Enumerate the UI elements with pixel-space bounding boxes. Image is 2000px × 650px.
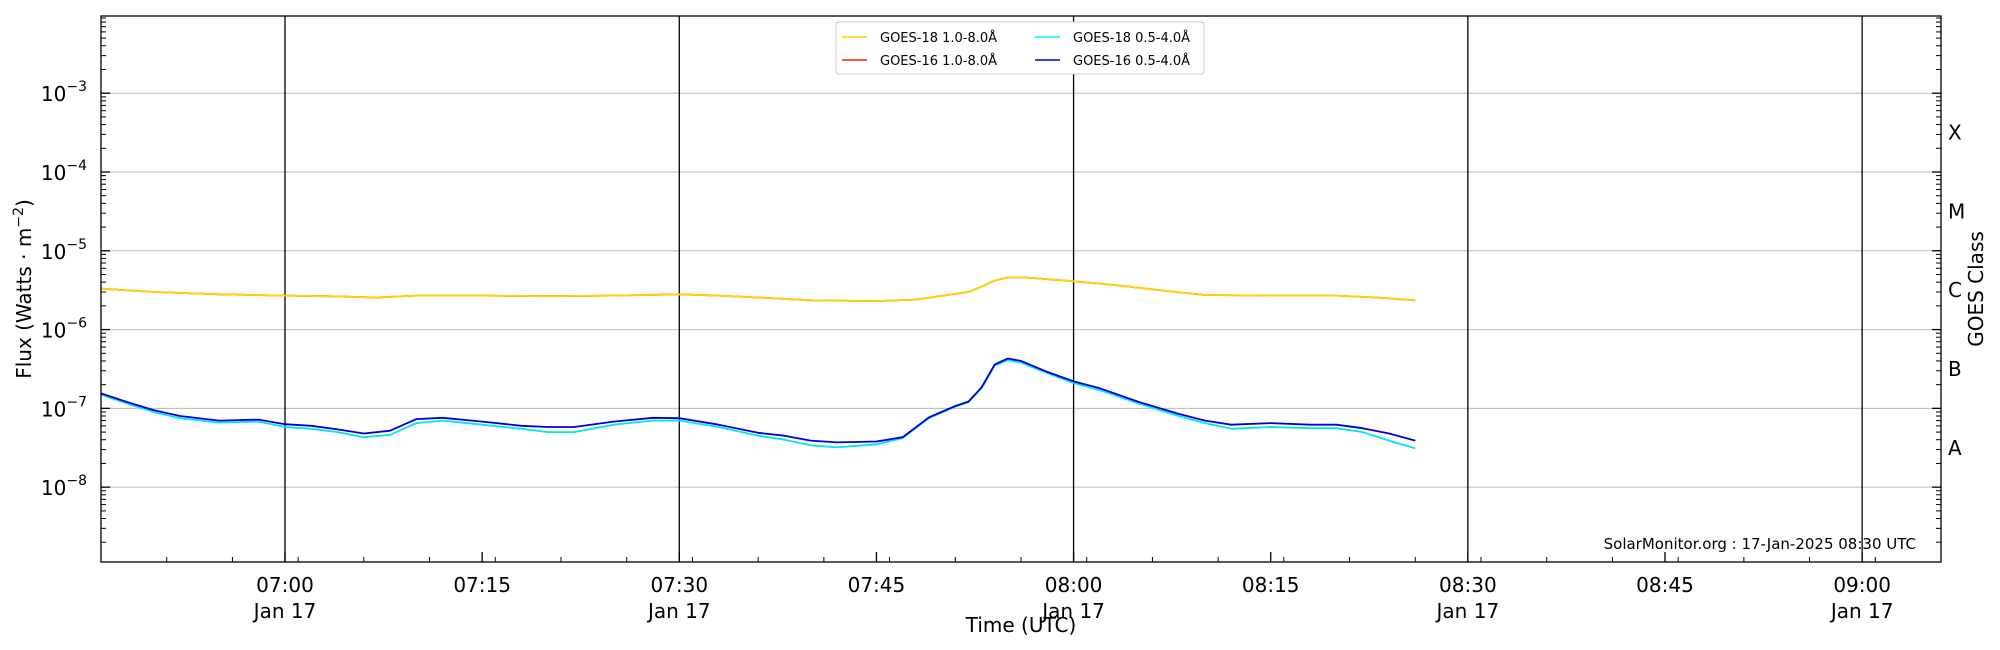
y-axis-label: Flux (Watts · m−2) <box>11 199 36 379</box>
y-tick-label: 10−6 <box>41 316 87 343</box>
x-tick-label: 07:45 <box>848 573 906 597</box>
y-tick-label: 10−4 <box>41 158 87 185</box>
legend-label-goes16-long: GOES-16 1.0-8.0Å <box>880 53 997 69</box>
x-axis-label: Time (UTC) <box>965 613 1077 637</box>
x-tick-label: 08:30 <box>1439 573 1497 597</box>
y-tick-label: 10−7 <box>41 394 87 421</box>
goes-class-label: X <box>1948 121 1962 145</box>
goes-class-label: B <box>1948 357 1962 381</box>
x-tick-label: 08:00 <box>1045 573 1103 597</box>
legend-label-goes18-short: GOES-18 0.5-4.0Å <box>1073 30 1190 46</box>
legend-label-goes16-short: GOES-16 0.5-4.0Å <box>1073 53 1190 69</box>
legend-label-goes18-long: GOES-18 1.0-8.0Å <box>880 30 997 46</box>
x-tick-label: 07:15 <box>453 573 511 597</box>
series-line-3 <box>100 357 1416 444</box>
x-tick-label: 09:00 <box>1833 573 1891 597</box>
x-tick-date-label: Jan 17 <box>1829 599 1894 623</box>
goes-class-label: C <box>1948 278 1962 302</box>
y-tick-label: 10−3 <box>41 79 87 106</box>
plot-frame <box>100 15 1942 563</box>
x-tick-date-label: Jan 17 <box>646 599 711 623</box>
series-line-1 <box>100 276 1416 303</box>
legend-box <box>835 21 1205 75</box>
x-tick-date-label: Jan 17 <box>1040 599 1105 623</box>
x-tick-label: 07:30 <box>650 573 708 597</box>
x-tick-label: 07:00 <box>256 573 314 597</box>
x-tick-date-label: Jan 17 <box>1435 599 1500 623</box>
y-tick-label: 10−8 <box>41 473 87 500</box>
series-lines <box>100 276 1416 450</box>
x-tick-label: 08:45 <box>1636 573 1694 597</box>
goes-class-axis-label: GOES Class <box>1964 231 1988 347</box>
source-annotation: SolarMonitor.org : 17-Jan-2025 08:30 UTC <box>1604 535 1916 553</box>
x-tick-date-label: Jan 17 <box>252 599 317 623</box>
grid <box>101 16 1941 562</box>
goes-class-label: A <box>1948 436 1962 460</box>
legend: GOES-18 1.0-8.0Å GOES-18 0.5-4.0Å GOES-1… <box>835 21 1205 75</box>
x-tick-label: 08:15 <box>1242 573 1300 597</box>
series-line-2 <box>100 359 1416 450</box>
y-tick-label: 10−5 <box>41 237 87 264</box>
goes-class-label: M <box>1948 199 1965 223</box>
